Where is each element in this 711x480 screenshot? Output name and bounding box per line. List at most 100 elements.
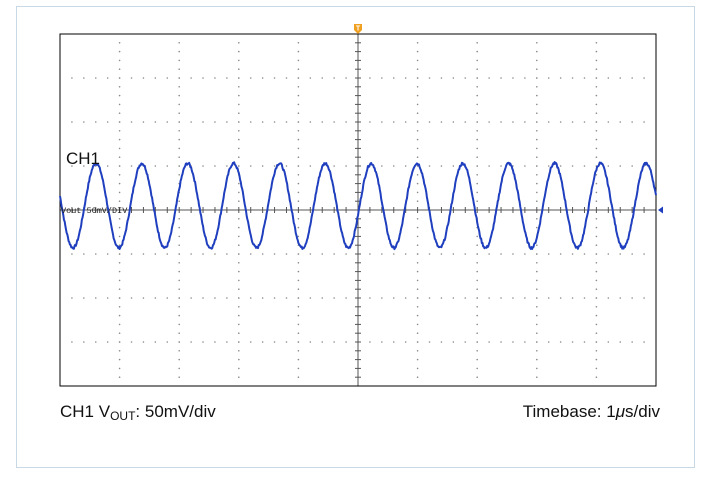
- grid-dot: [476, 350, 479, 352]
- grid-dot: [309, 341, 312, 343]
- grid-dot: [392, 341, 395, 343]
- grid-dot: [202, 253, 204, 255]
- caption-left-prefix: CH1 V: [60, 402, 111, 421]
- grid-dot: [464, 253, 467, 255]
- grid-dot: [583, 77, 586, 79]
- grid-dot: [416, 323, 419, 326]
- grid-dot: [273, 121, 276, 123]
- grid-dot: [512, 297, 514, 299]
- grid-dot: [238, 244, 240, 246]
- grid-dot: [440, 121, 443, 123]
- grid-dot: [536, 358, 538, 361]
- grid-dot: [178, 94, 180, 97]
- grid-dot: [416, 358, 419, 361]
- grid-dot: [583, 297, 586, 299]
- grid-dot: [524, 341, 526, 343]
- grid-dot: [130, 253, 133, 255]
- grid-dot: [404, 77, 407, 79]
- grid-dot: [428, 253, 431, 255]
- grid-dot: [226, 77, 228, 79]
- grid-dot: [118, 262, 121, 264]
- grid-dot: [536, 182, 538, 185]
- grid-dot: [416, 147, 419, 150]
- grid-dot: [595, 367, 598, 370]
- grid-dot: [536, 68, 538, 70]
- grid-dot: [571, 77, 574, 79]
- grid-dot: [297, 279, 300, 282]
- grid-dot: [381, 77, 383, 79]
- grid-dot: [607, 297, 610, 299]
- grid-dot: [476, 130, 479, 132]
- grid-dot: [285, 121, 288, 123]
- grid-dot: [428, 121, 431, 123]
- grid-dot: [392, 77, 395, 79]
- grid-dot: [285, 165, 288, 167]
- grid-dot: [428, 297, 431, 299]
- grid-dot: [583, 253, 586, 255]
- grid-dot: [106, 297, 109, 299]
- grid-dot: [190, 77, 192, 79]
- grid-dot: [488, 341, 490, 343]
- grid-dot: [392, 121, 395, 123]
- grid-dot: [476, 279, 479, 282]
- grid-dot: [71, 165, 73, 167]
- grid-dot: [547, 77, 550, 79]
- grid-dot: [130, 341, 133, 343]
- grid-dot: [416, 244, 419, 246]
- grid-dot: [440, 253, 443, 255]
- grid-dot: [321, 77, 324, 79]
- grid-dot: [392, 253, 395, 255]
- grid-dot: [118, 68, 121, 70]
- grid-dot: [83, 297, 85, 299]
- grid-dot: [512, 121, 514, 123]
- grid-dot: [416, 59, 419, 62]
- grid-dot: [524, 253, 526, 255]
- grid-dot: [631, 297, 633, 299]
- grid-dot: [595, 182, 598, 185]
- grid-dot: [452, 165, 455, 167]
- grid-dot: [536, 376, 538, 379]
- grid-dot: [488, 77, 490, 79]
- grid-dot: [106, 77, 109, 79]
- grid-dot: [476, 314, 479, 317]
- grid-dot: [595, 279, 598, 282]
- grid-dot: [416, 68, 419, 70]
- grid-dot: [476, 270, 479, 273]
- grid-dot: [118, 341, 121, 343]
- grid-dot: [83, 165, 85, 167]
- grid-dot: [595, 94, 598, 97]
- grid-dot: [595, 42, 598, 44]
- grid-dot: [595, 218, 598, 220]
- grid-dot: [345, 341, 347, 343]
- grid-dot: [297, 226, 300, 229]
- grid-dot: [178, 165, 180, 167]
- grid-dot: [178, 244, 180, 246]
- grid-dot: [595, 350, 598, 352]
- grid-dot: [428, 165, 431, 167]
- grid-dot: [416, 77, 419, 79]
- grid-dot: [202, 77, 204, 79]
- grid-dot: [416, 50, 419, 53]
- grid-dot: [238, 50, 240, 53]
- grid-dot: [607, 165, 610, 167]
- grid-dot: [297, 103, 300, 106]
- grid-dot: [273, 253, 276, 255]
- grid-dot: [142, 121, 145, 123]
- grid-dot: [226, 341, 228, 343]
- grid-dot: [309, 253, 312, 255]
- grid-dot: [118, 306, 121, 308]
- grid-dot: [643, 297, 645, 299]
- grid-dot: [476, 376, 479, 379]
- grid-dot: [595, 323, 598, 326]
- grid-dot: [440, 297, 443, 299]
- grid-dot: [536, 350, 538, 352]
- grid-dot: [464, 341, 467, 343]
- grid-dot: [238, 235, 240, 238]
- grid-dot: [94, 297, 97, 299]
- grid-dot: [595, 174, 598, 176]
- grid-dot: [559, 297, 562, 299]
- grid-dot: [488, 253, 490, 255]
- grid-dot: [238, 77, 240, 79]
- grid-dot: [118, 376, 121, 379]
- grid-dot: [595, 77, 598, 79]
